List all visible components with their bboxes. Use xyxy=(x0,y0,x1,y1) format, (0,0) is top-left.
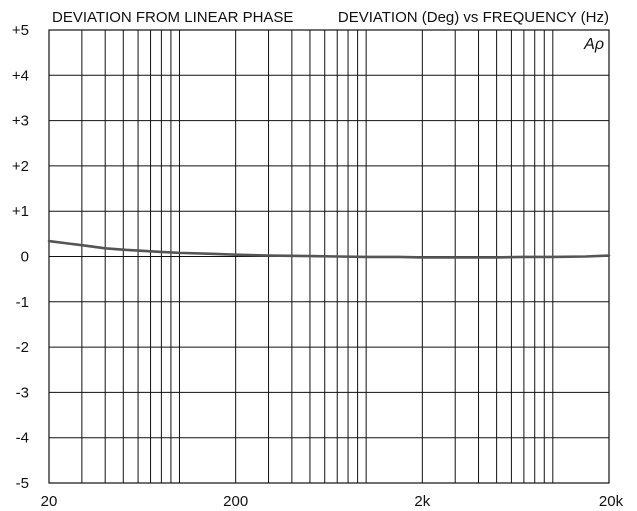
data-point xyxy=(309,255,311,257)
data-point xyxy=(66,242,68,245)
series-line xyxy=(47,239,611,259)
data-point xyxy=(365,256,368,258)
x-tick-label: 20k xyxy=(599,493,624,510)
y-tick-labels: +5 +4 +3 +2 +1 0 -1 -2 -3 -4 -5 xyxy=(12,22,29,492)
x-tick-label: 2k xyxy=(414,493,430,510)
data-point xyxy=(551,256,554,258)
series-group xyxy=(47,239,611,259)
data-point xyxy=(522,256,525,258)
y-tick-label: -2 xyxy=(16,339,29,356)
data-point xyxy=(178,251,181,254)
y-tick-label: -5 xyxy=(16,475,29,492)
data-point xyxy=(495,256,498,259)
y-tick-label: +2 xyxy=(12,158,29,175)
data-point xyxy=(160,251,163,253)
data-point xyxy=(584,255,587,258)
data-point xyxy=(80,244,83,247)
data-point xyxy=(137,249,139,252)
chart-title-right: DEVIATION (Deg) vs FREQUENCY (Hz) xyxy=(338,9,609,26)
data-point xyxy=(336,255,339,258)
data-point xyxy=(267,254,270,257)
data-point xyxy=(211,252,214,255)
y-tick-label: +1 xyxy=(12,203,29,220)
chart-title-left: DEVIATION FROM LINEAR PHASE xyxy=(52,9,293,26)
watermark-logo: Aρ xyxy=(583,36,604,53)
y-tick-label: +3 xyxy=(12,113,29,130)
y-tick-label: -1 xyxy=(16,294,29,311)
data-point xyxy=(398,256,400,258)
x-tick-labels: 20 200 2k 20k xyxy=(41,493,624,510)
y-tick-label: -4 xyxy=(16,430,29,447)
data-point xyxy=(421,256,424,259)
y-tick-label: -3 xyxy=(16,384,29,401)
data-point xyxy=(608,254,610,257)
data-point xyxy=(122,248,125,251)
data-point xyxy=(454,256,457,259)
data-point xyxy=(104,247,107,250)
y-tick-label: +4 xyxy=(12,67,29,84)
data-point xyxy=(48,240,50,242)
y-tick-label: 0 xyxy=(21,249,29,266)
x-tick-label: 20 xyxy=(41,493,58,510)
y-tick-label: +5 xyxy=(12,22,29,39)
x-tick-label: 200 xyxy=(223,493,248,510)
data-point xyxy=(234,253,237,256)
